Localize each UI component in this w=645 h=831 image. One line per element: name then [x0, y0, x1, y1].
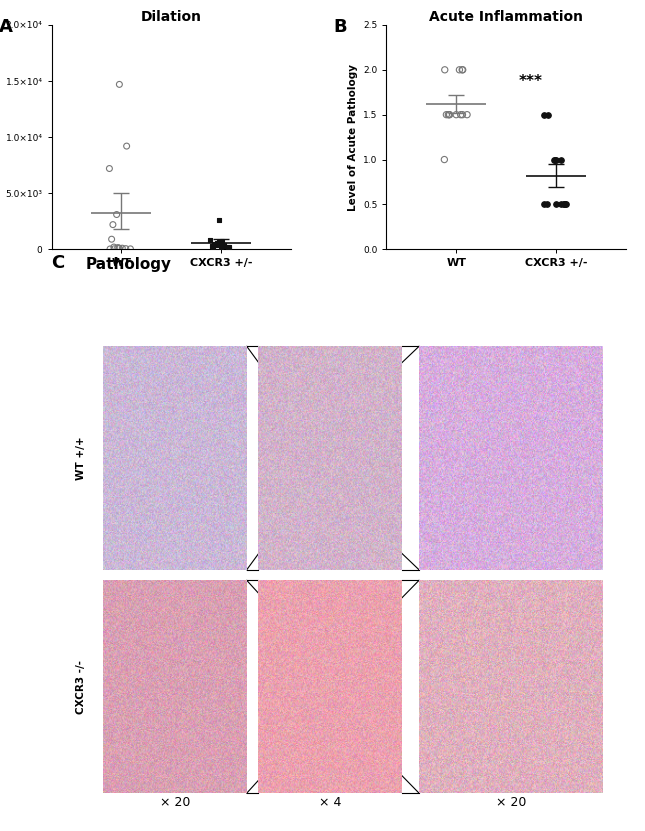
- Point: [211, 238, 221, 252]
- Point: [444, 108, 454, 121]
- Point: [560, 198, 570, 211]
- Text: × 20: × 20: [160, 796, 190, 809]
- Point: [457, 108, 468, 121]
- Point: [559, 198, 570, 211]
- Point: [114, 78, 124, 91]
- Point: [462, 108, 472, 121]
- Point: [214, 214, 224, 227]
- Point: [457, 63, 468, 76]
- Point: [556, 198, 566, 211]
- Text: CXCR3 -/-: CXCR3 -/-: [76, 660, 86, 714]
- Point: [125, 242, 135, 255]
- Text: WT +/+: WT +/+: [76, 436, 86, 479]
- Point: [208, 240, 219, 253]
- Point: [217, 235, 228, 248]
- Point: [224, 240, 235, 253]
- Text: ***: ***: [519, 74, 543, 89]
- Point: [207, 239, 217, 253]
- Point: [106, 233, 117, 246]
- Point: [549, 153, 559, 166]
- Point: [214, 235, 224, 248]
- Point: [108, 218, 118, 231]
- Point: [561, 198, 571, 211]
- Point: [556, 153, 566, 166]
- Point: [444, 108, 455, 121]
- Point: [443, 108, 453, 121]
- Point: [223, 240, 233, 253]
- Text: × 4: × 4: [319, 796, 341, 809]
- Text: C: C: [52, 254, 65, 272]
- Point: [550, 153, 560, 166]
- Point: [109, 242, 119, 255]
- Point: [121, 242, 131, 255]
- Point: [457, 63, 468, 76]
- Point: [455, 108, 466, 121]
- Point: [209, 237, 219, 250]
- Point: [550, 198, 561, 211]
- Point: [109, 240, 119, 253]
- Y-axis label: Level of Acute Pathology: Level of Acute Pathology: [348, 64, 357, 210]
- Point: [219, 238, 229, 252]
- Point: [210, 238, 221, 252]
- Point: [539, 198, 550, 211]
- Title: Dilation: Dilation: [141, 10, 202, 24]
- Point: [441, 108, 451, 121]
- Point: [121, 140, 132, 153]
- Point: [112, 241, 123, 254]
- Point: [559, 198, 570, 211]
- Point: [215, 241, 226, 254]
- Text: B: B: [334, 18, 348, 37]
- Point: [216, 239, 226, 253]
- Text: Pathology: Pathology: [86, 257, 172, 272]
- Point: [543, 108, 553, 121]
- Point: [214, 236, 224, 249]
- Point: [451, 108, 461, 121]
- Text: A: A: [0, 18, 13, 37]
- Point: [440, 63, 450, 76]
- Point: [104, 162, 115, 175]
- Point: [539, 108, 550, 121]
- Point: [204, 234, 215, 247]
- Point: [112, 208, 122, 221]
- Point: [224, 241, 235, 254]
- Text: × 20: × 20: [495, 796, 526, 809]
- Point: [212, 237, 222, 250]
- Point: [114, 242, 124, 255]
- Point: [217, 239, 227, 253]
- Point: [439, 153, 450, 166]
- Point: [114, 241, 124, 254]
- Title: Acute Inflammation: Acute Inflammation: [429, 10, 583, 24]
- Point: [219, 239, 229, 253]
- Point: [550, 153, 561, 166]
- Point: [541, 198, 551, 211]
- Point: [105, 243, 115, 256]
- Point: [454, 63, 464, 76]
- Point: [117, 242, 128, 255]
